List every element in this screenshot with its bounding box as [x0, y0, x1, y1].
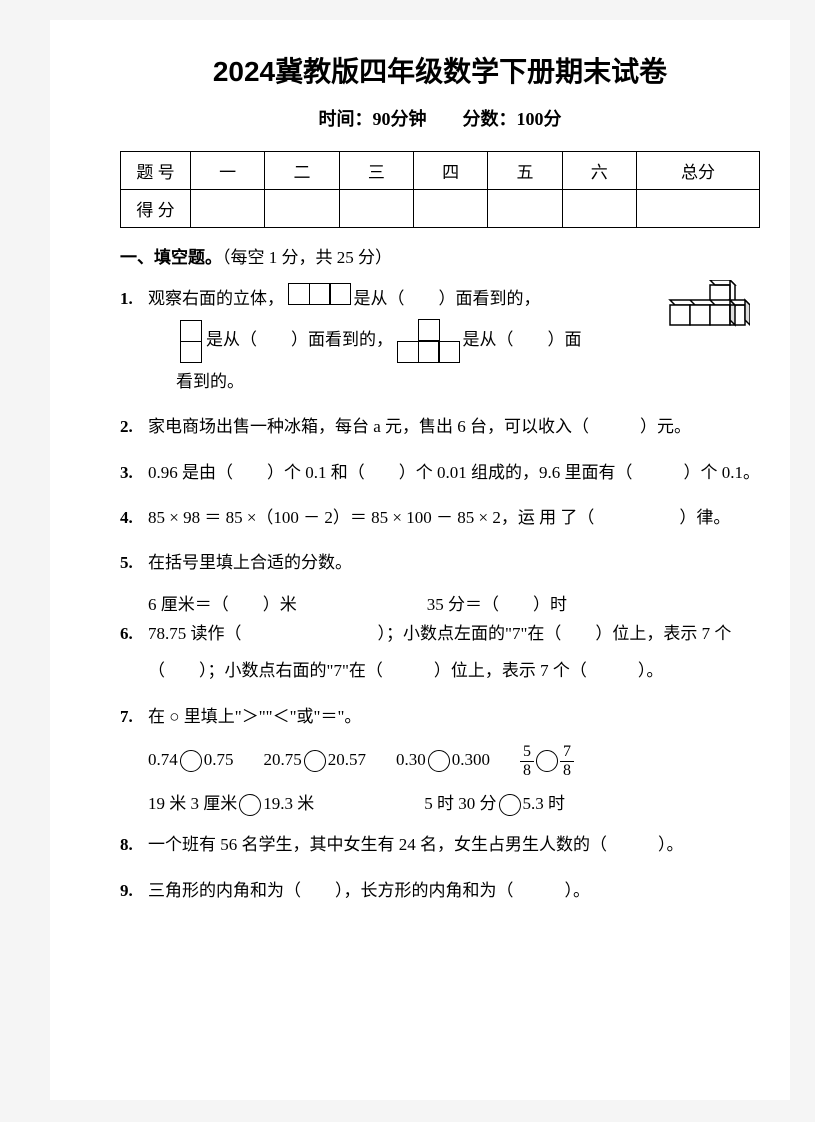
score-cell[interactable]: [191, 190, 265, 228]
compare-val: 20.57: [328, 750, 366, 769]
question-1: 1.观察右面的立体， 是从（ ）面看到的，: [120, 280, 760, 400]
score-cell[interactable]: [636, 190, 759, 228]
circle-blank-icon[interactable]: [499, 794, 521, 816]
circle-blank-icon[interactable]: [536, 750, 558, 772]
q-number: 2.: [120, 408, 148, 445]
score-cell[interactable]: [488, 190, 562, 228]
compare-val: 0.30: [396, 750, 426, 769]
fraction: 78: [560, 743, 574, 779]
row-label: 得 分: [121, 190, 191, 228]
compare-val: 0.75: [204, 750, 234, 769]
q-number: 4.: [120, 499, 148, 536]
exam-page: 2024冀教版四年级数学下册期末试卷 时间：90分钟 分数：100分 题 号 一…: [50, 20, 790, 1100]
q-text: 85 × 98 ＝ 85 ×（100 － 2）＝ 85 × 100 － 85 ×…: [148, 508, 730, 527]
q-number: 5.: [120, 544, 148, 581]
question-2: 2.家电商场出售一种冰箱，每台 a 元，售出 6 台，可以收入（ ）元。: [120, 408, 760, 445]
compare-val: 5.3 时: [523, 794, 566, 813]
section-label: 一、填空题。: [120, 248, 222, 267]
exam-title: 2024冀教版四年级数学下册期末试卷: [120, 50, 760, 90]
q5-item-b: 35 分＝（ ）时: [427, 595, 567, 614]
q-number: 9.: [120, 872, 148, 909]
question-6: 6.78.75 读作（ ）；小数点左面的"7"在（ ）位上，表示 7 个（ ）；…: [120, 615, 760, 690]
time-label: 时间：90分钟: [319, 109, 427, 129]
col-header: 五: [488, 152, 562, 190]
q-text: 是从（ ）面看到的，: [354, 289, 541, 308]
score-cell[interactable]: [413, 190, 487, 228]
q-text: 是从（ ）面看到的，: [206, 330, 393, 349]
q-text: 是从（ ）面: [463, 330, 582, 349]
row-label: 题 号: [121, 152, 191, 190]
score-cell[interactable]: [562, 190, 636, 228]
circle-blank-icon[interactable]: [180, 750, 202, 772]
compare-val: 5 时 30 分: [424, 794, 496, 813]
fraction: 58: [520, 743, 534, 779]
score-cell[interactable]: [265, 190, 339, 228]
exam-subtitle: 时间：90分钟 分数：100分: [120, 105, 760, 131]
compare-val: 19 米 3 厘米: [148, 794, 237, 813]
col-header: 总分: [636, 152, 759, 190]
circle-blank-icon[interactable]: [304, 750, 326, 772]
circle-blank-icon[interactable]: [428, 750, 450, 772]
compare-val: 0.74: [148, 750, 178, 769]
question-7-row1: 0.74 0.75 20.75 20.57 0.30 0.300 58 78: [120, 743, 760, 779]
q-text: 在括号里填上合适的分数。: [148, 553, 352, 572]
question-5-items: 6 厘米＝（ ）米 35 分＝（ ）时: [120, 590, 760, 615]
q-text: 一个班有 56 名学生，其中女生有 24 名，女生占男生人数的（ ）。: [148, 835, 684, 854]
q5-item-a: 6 厘米＝（ ）米: [148, 595, 297, 614]
shape-3boxes-icon: [288, 281, 350, 318]
score-cell[interactable]: [339, 190, 413, 228]
score-table: 题 号 一 二 三 四 五 六 总分 得 分: [120, 151, 760, 228]
compare-val: 20.75: [264, 750, 302, 769]
q-text: 三角形的内角和为（ ），长方形的内角和为（ ）。: [148, 881, 590, 900]
q-number: 3.: [120, 454, 148, 491]
circle-blank-icon[interactable]: [239, 794, 261, 816]
col-header: 六: [562, 152, 636, 190]
q-number: 7.: [120, 698, 148, 735]
question-7: 7.在 ○ 里填上"＞""＜"或"＝"。: [120, 698, 760, 735]
shape-t-icon: [397, 319, 459, 363]
question-7-row2: 19 米 3 厘米 19.3 米 5 时 30 分 5.3 时: [120, 789, 760, 816]
col-header: 一: [191, 152, 265, 190]
question-3: 3.0.96 是由（ ）个 0.1 和（ ）个 0.01 组成的，9.6 里面有…: [120, 454, 760, 491]
q-number: 1.: [120, 280, 148, 317]
table-row: 题 号 一 二 三 四 五 六 总分: [121, 152, 760, 190]
q-text: 家电商场出售一种冰箱，每台 a 元，售出 6 台，可以收入（ ）元。: [148, 417, 691, 436]
q-number: 8.: [120, 826, 148, 863]
compare-val: 19.3 米: [263, 794, 314, 813]
q-number: 6.: [120, 615, 148, 652]
q-text: 78.75 读作（ ）；小数点左面的"7"在（ ）位上，表示 7 个（ ）；小数…: [148, 624, 731, 680]
col-header: 四: [413, 152, 487, 190]
shape-2vertical-icon: [180, 320, 202, 361]
score-label: 分数：100分: [463, 109, 562, 129]
table-row: 得 分: [121, 190, 760, 228]
question-4: 4.85 × 98 ＝ 85 ×（100 － 2）＝ 85 × 100 － 85…: [120, 499, 760, 536]
q-text: 在 ○ 里填上"＞""＜"或"＝"。: [148, 707, 361, 726]
section-1-title: 一、填空题。（每空 1 分，共 25 分）: [120, 243, 760, 268]
compare-val: 0.300: [452, 750, 490, 769]
question-9: 9.三角形的内角和为（ ），长方形的内角和为（ ）。: [120, 872, 760, 909]
question-5: 5.在括号里填上合适的分数。: [120, 544, 760, 581]
q-text: 看到的。: [176, 372, 244, 391]
col-header: 二: [265, 152, 339, 190]
q-text: 观察右面的立体，: [148, 289, 284, 308]
col-header: 三: [339, 152, 413, 190]
cube-3d-icon: [655, 280, 750, 358]
question-8: 8.一个班有 56 名学生，其中女生有 24 名，女生占男生人数的（ ）。: [120, 826, 760, 863]
q-text: 0.96 是由（ ）个 0.1 和（ ）个 0.01 组成的，9.6 里面有（ …: [148, 463, 760, 482]
section-info: （每空 1 分，共 25 分）: [222, 248, 392, 267]
